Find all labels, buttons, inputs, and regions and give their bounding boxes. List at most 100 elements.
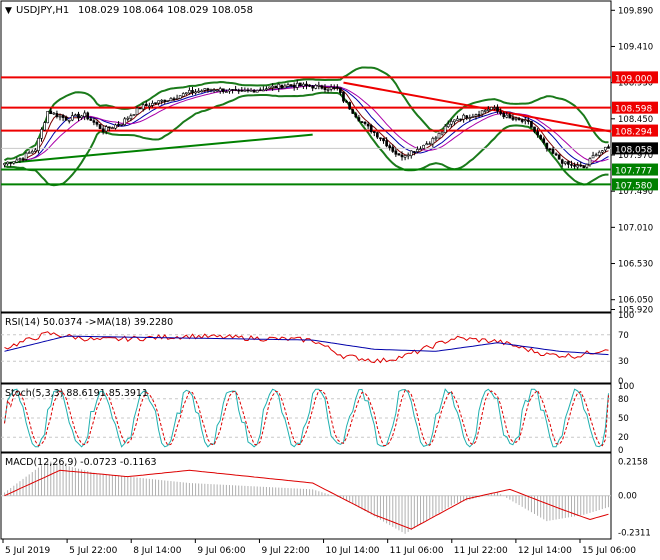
candle [218, 86, 222, 94]
candle [286, 82, 290, 87]
level-value: 109.000 [615, 74, 652, 84]
candle [280, 84, 284, 89]
candle [499, 108, 502, 116]
candle [249, 87, 253, 92]
candle [123, 117, 127, 126]
rsi-ma-line [4, 335, 609, 356]
candle [157, 100, 160, 106]
candle [514, 116, 518, 122]
candle [332, 84, 336, 91]
candle [471, 113, 475, 118]
candle [437, 132, 441, 139]
candle [163, 99, 167, 105]
candle [305, 81, 308, 90]
candle [554, 152, 558, 156]
candle [144, 100, 148, 107]
rsi-label: RSI(14) 50.0374 ->MA(18) 39.2280 [5, 317, 173, 328]
candle [548, 147, 552, 152]
candle [135, 106, 139, 115]
candle [30, 149, 34, 154]
trendline-resistance[interactable] [343, 81, 612, 133]
candle [320, 84, 324, 90]
time-tick-label: 11 Jul 06:00 [390, 546, 444, 556]
candle [560, 158, 564, 168]
candle [83, 110, 86, 121]
rsi-pane[interactable] [0, 312, 612, 384]
candle [382, 137, 385, 144]
level-label-resistance: 108.598 [612, 101, 658, 115]
ohlc-label: 108.029 108.064 108.029 108.058 [78, 5, 253, 16]
candle [191, 86, 194, 96]
candle [178, 95, 182, 100]
level-value: 108.598 [615, 105, 652, 115]
time-tick-label: 12 Jul 14:00 [518, 546, 572, 556]
candle [357, 114, 361, 122]
rsi-line [4, 331, 609, 364]
candle [570, 160, 573, 169]
time-tick-label: 9 Jul 06:00 [197, 546, 246, 556]
level-value: 107.580 [615, 181, 652, 191]
candle [517, 116, 521, 121]
candle [225, 89, 228, 93]
symbol-label: USDJPY,H1 [16, 5, 69, 16]
trendline-support[interactable] [4, 133, 313, 165]
candle [3, 162, 6, 168]
candle [351, 108, 355, 115]
candle [406, 152, 410, 160]
candle [348, 101, 351, 110]
candle [298, 82, 302, 87]
level-label-support: 107.580 [612, 178, 658, 191]
candle [588, 157, 592, 167]
candle [403, 155, 407, 161]
candle [34, 148, 37, 153]
candle [243, 87, 247, 92]
candle [434, 135, 438, 142]
level-value: 108.294 [615, 128, 652, 138]
candle [376, 131, 379, 139]
candle [339, 87, 342, 96]
candle [89, 116, 93, 121]
candle [262, 86, 265, 92]
candle [181, 92, 185, 97]
candle [465, 115, 469, 121]
price-tick-label: 109.890 [618, 6, 653, 16]
candle [477, 110, 481, 118]
candle [527, 117, 530, 125]
price-axis: 109.890 109.410 108.930 108.450 107.970 107.4… [611, 6, 653, 315]
candle [55, 110, 59, 119]
candle [197, 88, 200, 94]
candle [184, 92, 188, 96]
bollinger-bands [3, 66, 609, 187]
candle [166, 99, 170, 103]
candle [545, 142, 549, 152]
candle [440, 131, 444, 136]
candle [496, 104, 499, 114]
candle [169, 97, 173, 102]
rsi-tick-label: 100 [618, 311, 634, 321]
stoch-tick-label: 50 [618, 414, 629, 424]
rsi-tick-label: 0 [618, 377, 623, 387]
candle [600, 149, 604, 155]
candle [175, 94, 179, 100]
candle [342, 91, 345, 103]
candle [542, 136, 546, 145]
candle [271, 83, 274, 91]
level-label-resistance: 108.294 [612, 124, 658, 138]
candle [289, 84, 293, 88]
candle [354, 111, 358, 119]
candle [70, 111, 74, 122]
rsi-tick-label: 70 [618, 331, 629, 341]
price-tick-label: 107.970 [618, 151, 653, 161]
bollinger-upper-band [3, 66, 609, 162]
candle [585, 163, 589, 169]
candle [37, 137, 40, 154]
candle [228, 88, 231, 94]
chart-header: ▼ USDJPY,H1 108.029 108.064 108.029 108.… [5, 5, 253, 16]
candle [240, 86, 244, 92]
price-pane[interactable] [0, 0, 612, 313]
price-tick-label: 105.920 [618, 305, 653, 315]
collapse-triangle-icon[interactable]: ▼ [5, 6, 12, 16]
candle [27, 150, 31, 154]
stoch-tick-label: 20 [618, 433, 629, 443]
